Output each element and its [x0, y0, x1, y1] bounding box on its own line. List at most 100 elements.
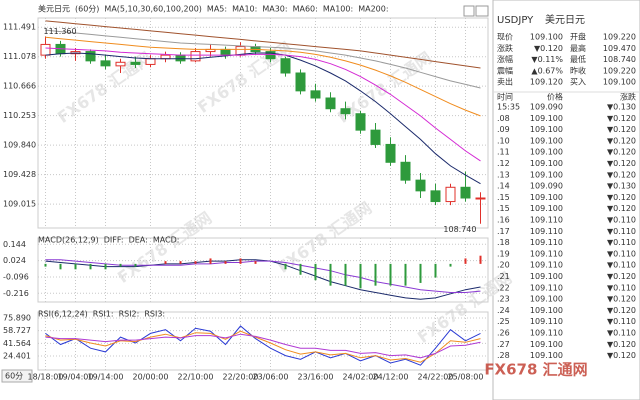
legend-entry: RSI3: — [144, 310, 165, 319]
legend-entry: DIFF: — [104, 236, 124, 245]
legend-entry: RSI2: — [119, 310, 140, 319]
period-dropdown[interactable] — [1, 369, 33, 383]
tick-change: ▼0.110 — [607, 283, 636, 292]
tick-change: ▼0.110 — [607, 238, 636, 247]
quote-value: 109.120 — [530, 78, 563, 87]
y-tick-label: 41.564 — [3, 339, 31, 348]
legend-entry: MA60: — [293, 5, 318, 14]
tick-change: ▼0.110 — [607, 261, 636, 270]
settings-button[interactable] — [475, 5, 489, 17]
tick-change: ▼0.130 — [607, 103, 636, 112]
tick-change: ▼0.110 — [607, 329, 636, 338]
y-tick-label: 0.024 — [3, 256, 26, 265]
table-header: 时间 — [497, 92, 513, 102]
tick-price: 109.100 — [530, 351, 563, 360]
candle-body — [145, 58, 156, 65]
quote-value: ▼0.11% — [531, 55, 563, 64]
x-tick-label: 19/14:00 — [88, 373, 124, 382]
tick-price: 109.110 — [530, 329, 563, 338]
candle-body — [40, 43, 51, 56]
candle-body — [310, 90, 321, 99]
x-tick-label: 23/06:00 — [253, 373, 289, 382]
tick-time: .11 — [497, 148, 510, 157]
candle-body — [115, 61, 126, 67]
ma-line — [45, 20, 481, 69]
tick-price: 109.100 — [530, 148, 563, 157]
tick-time: .26 — [497, 329, 510, 338]
chart-title: 美元日元 — [38, 4, 70, 14]
legend-entry: RSI1: — [93, 310, 114, 319]
quote-label: 涨幅 — [497, 54, 513, 64]
annotation: 108.740 — [443, 225, 476, 234]
candle-body — [100, 60, 111, 67]
ma-line — [45, 52, 481, 185]
tick-time: .13 — [497, 170, 510, 179]
tick-change: ▼0.120 — [607, 295, 636, 304]
tick-price: 109.110 — [530, 227, 563, 236]
quote-label: 开盘 — [570, 32, 586, 42]
tick-price: 109.090 — [530, 103, 563, 112]
tick-change: ▼0.120 — [607, 204, 636, 213]
tick-time: .23 — [497, 295, 510, 304]
x-tick-label: 20/00:00 — [133, 373, 169, 382]
x-tick-label: 25/08:00 — [448, 373, 484, 382]
chart-title: RSI(6,12,24) — [38, 310, 88, 319]
legend-entry: MA100: — [323, 5, 353, 14]
tick-change: ▼0.120 — [607, 306, 636, 315]
tick-time: .22 — [497, 283, 510, 292]
tick-time: .15 — [497, 204, 510, 213]
quote-label: 涨跌 — [497, 43, 513, 53]
indicator-line — [45, 259, 481, 293]
y-tick-label: 0.144 — [3, 240, 26, 249]
tick-change: ▼0.110 — [607, 249, 636, 258]
tick-change: ▼0.120 — [607, 125, 636, 134]
symbol-name: 美元日元 — [545, 13, 585, 26]
tick-price: 109.100 — [530, 295, 563, 304]
tick-time: .18 — [497, 238, 510, 247]
tick-price: 109.110 — [530, 317, 563, 326]
indicator-line — [45, 325, 481, 366]
tick-time: .16 — [497, 216, 510, 225]
y-tick-label: 75.890 — [3, 313, 31, 322]
tick-time: .24 — [497, 306, 510, 315]
candle-body — [370, 129, 381, 145]
candle-body — [325, 97, 336, 110]
period-label: (60分) — [75, 5, 99, 14]
tick-change: ▼0.120 — [607, 351, 636, 360]
tick-price: 109.110 — [530, 249, 563, 258]
tick-change: ▼0.120 — [607, 136, 636, 145]
tick-change: ▼0.110 — [607, 317, 636, 326]
x-tick-label: 24/12:00 — [373, 373, 409, 382]
tick-time: .10 — [497, 136, 510, 145]
candle-body — [430, 190, 441, 203]
toggle-button[interactable] — [463, 5, 475, 17]
y-tick-label: -0.096 — [3, 272, 29, 281]
tick-time: .09 — [497, 125, 510, 134]
y-tick-label: 109.015 — [3, 200, 36, 209]
tick-time: .25 — [497, 317, 510, 326]
period-label[interactable]: 60分 — [5, 372, 23, 381]
panel-frame — [37, 311, 489, 371]
tick-price: 109.100 — [530, 159, 563, 168]
tick-change: ▼0.120 — [607, 148, 636, 157]
y-tick-label: 24.401 — [3, 352, 31, 361]
tick-time: .21 — [497, 272, 510, 281]
candle-body — [385, 143, 396, 163]
tick-change: ▼0.110 — [607, 216, 636, 225]
quote-value: 109.220 — [603, 33, 636, 42]
candle-body — [415, 179, 426, 192]
tick-time: .27 — [497, 340, 510, 349]
quote-value: 109.470 — [603, 44, 636, 53]
indicator-label: MA(5,10,30,60,100,200) — [104, 5, 202, 14]
legend-entry: MACD: — [153, 236, 180, 245]
y-tick-label: 58.727 — [3, 326, 31, 335]
table-header: 涨跌 — [620, 92, 636, 102]
x-tick-label: 24/02:00 — [343, 373, 379, 382]
side-panel — [492, 0, 640, 400]
ma-line — [45, 29, 481, 89]
quote-label: 最高 — [570, 43, 586, 53]
quote-label: 最低 — [570, 54, 586, 64]
candle-body — [445, 186, 456, 203]
legend-entry: DEA: — [129, 236, 148, 245]
